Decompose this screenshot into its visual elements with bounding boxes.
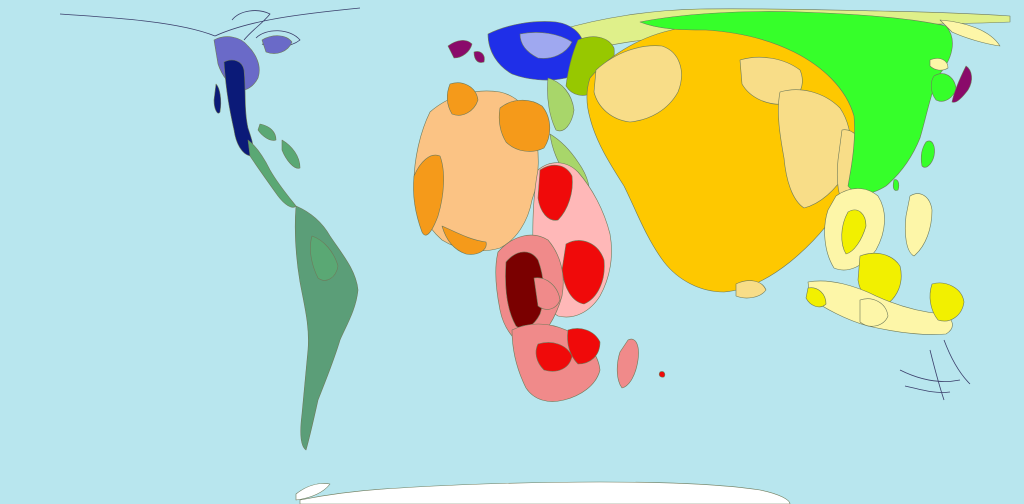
region-mozambique [567,328,601,365]
region-mongolia [929,58,949,71]
region-central-africa [505,251,544,329]
region-south-america [294,205,359,451]
region-eastern-europe-light [547,77,575,132]
region-antarctica [299,481,791,504]
region-egypt [498,99,551,152]
region-north-africa-dark [413,154,444,236]
region-north-america-west-coast [213,83,222,114]
region-sri-lanka [735,280,767,299]
region-madagascar [616,338,639,389]
region-korea [930,73,957,102]
region-papua [929,282,965,322]
region-south-asia-light [593,45,682,123]
region-malaysia [859,298,889,327]
region-greenland [261,35,293,54]
region-taiwan-south-china [920,140,935,168]
region-kenya [561,240,605,305]
region-south-america-inner [310,235,339,281]
region-asia-pacific-yellow [841,209,867,255]
region-indonesia-west [805,287,827,308]
region-east-asia [639,11,953,194]
region-hainan [892,179,900,191]
region-mauritius [658,371,666,378]
region-oceania-lines [899,339,971,401]
region-zambia [535,342,573,372]
region-bangladesh [778,89,852,209]
region-sahel [441,225,487,255]
region-east-africa-red [537,164,573,221]
region-philippines [904,193,933,257]
region-russia-central-asia-east [939,19,1001,47]
region-western-europe-light [519,32,573,59]
region-uk-norway [447,40,485,63]
arctic-islands [59,7,361,48]
region-antarctica-peninsula [295,483,331,501]
region-caribbean [257,123,301,169]
region-central-africa-mid [533,277,561,310]
region-japan [951,65,972,103]
region-north-africa-west [446,82,479,116]
